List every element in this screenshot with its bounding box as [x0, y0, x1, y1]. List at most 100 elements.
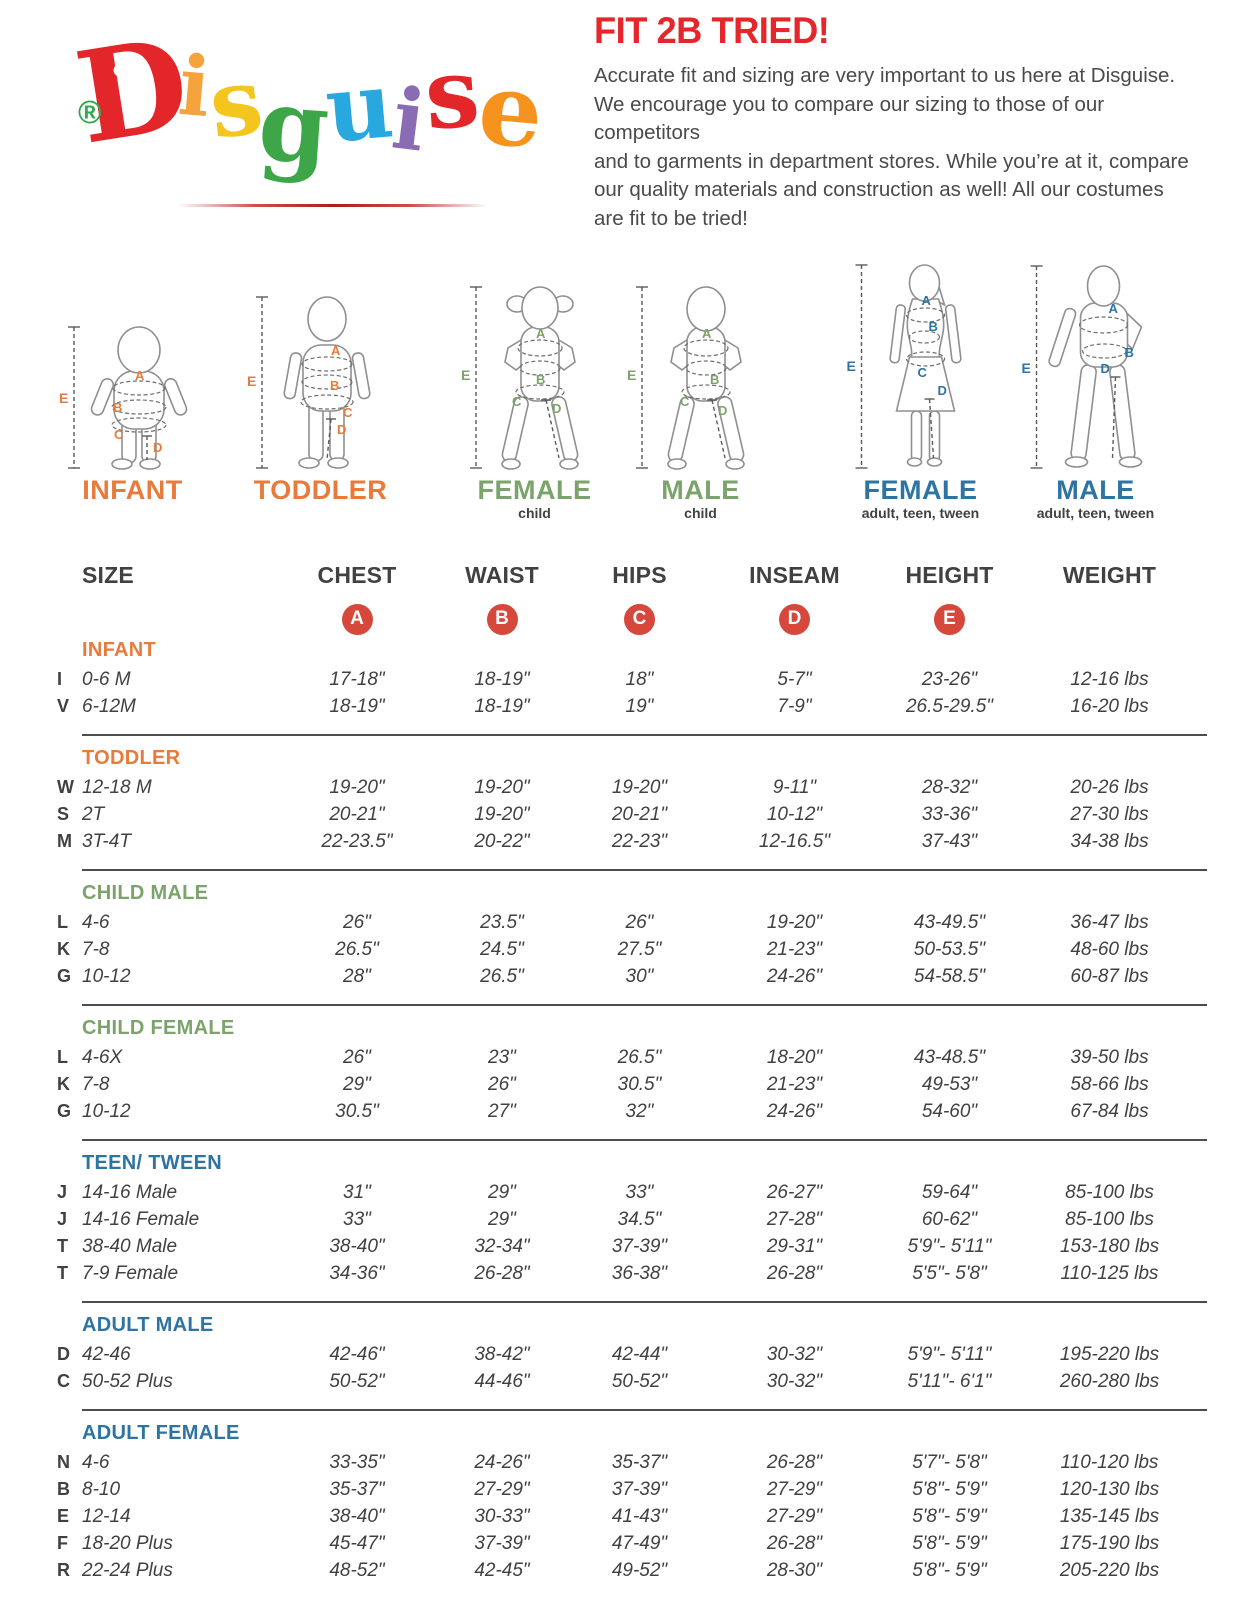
- section-title: ADULT MALE: [82, 1314, 214, 1336]
- size-section: CHILD FEMALE L 4-6X 26" 23" 26.5" 18-20"…: [57, 1004, 1207, 1125]
- col-header-height: HEIGHT: [905, 561, 994, 588]
- section-divider: [82, 734, 1207, 736]
- row-weight: 260-280 lbs: [1059, 1370, 1160, 1392]
- figure-male-child: E A B C D MALE child: [618, 253, 783, 521]
- row-hips: 32": [625, 1100, 654, 1122]
- figure-subcaption: child: [684, 505, 717, 522]
- row-code: N: [57, 1452, 70, 1472]
- logo-letter: D: [67, 9, 199, 173]
- row-size: 0-6 M: [82, 668, 131, 690]
- female-child-figure-illustration: E A B C D: [461, 286, 579, 470]
- row-height: 5'8"- 5'9": [912, 1532, 987, 1554]
- size-row: R 22-24 Plus 48-52" 42-45" 49-52" 28-30"…: [57, 1557, 1207, 1584]
- col-header-weight: WEIGHT: [1062, 561, 1157, 588]
- row-inseam: 18-20": [766, 1046, 823, 1068]
- size-row: E 12-14 38-40" 30-33" 41-43" 27-29" 5'8"…: [57, 1503, 1207, 1530]
- page-title: FIT 2B TRIED!: [594, 10, 830, 51]
- height-label-e: E: [627, 367, 636, 383]
- size-row: B 8-10 35-37" 27-29" 37-39" 27-29" 5'8"-…: [57, 1476, 1207, 1503]
- row-code: G: [57, 1101, 72, 1121]
- waist-label-b: B: [710, 372, 719, 387]
- waist-label-b: B: [113, 400, 122, 415]
- section-title: CHILD FEMALE: [82, 1017, 235, 1039]
- row-chest: 33-35": [329, 1451, 385, 1473]
- row-hips: 26": [625, 911, 654, 933]
- row-height: 50-53.5": [913, 938, 986, 960]
- body-outline: [666, 286, 745, 470]
- row-inseam: 27-29": [766, 1478, 823, 1500]
- size-section: TODDLER W 12-18 M 19-20" 19-20" 19-20" 9…: [57, 734, 1207, 855]
- row-inseam: 26-28": [766, 1451, 823, 1473]
- row-height: 5'9"- 5'11": [907, 1235, 992, 1257]
- row-weight: 195-220 lbs: [1059, 1343, 1160, 1365]
- row-size: 10-12: [82, 965, 131, 987]
- size-row: N 4-6 33-35" 24-26" 35-37" 26-28" 5'7"- …: [57, 1449, 1207, 1476]
- row-chest: 29": [343, 1073, 371, 1095]
- male-child-figure-illustration: E A B C D: [627, 286, 745, 470]
- section-divider: [82, 1409, 1207, 1411]
- row-code: V: [57, 696, 70, 716]
- intro-paragraph: Accurate fit and sizing are very importa…: [594, 62, 1204, 233]
- figure-male-adult: E A B D MALE adult, teen, tween: [1013, 253, 1178, 521]
- row-weight: 48-60 lbs: [1070, 938, 1149, 960]
- row-inseam: 19-20": [766, 911, 823, 933]
- row-chest: 31": [343, 1181, 371, 1203]
- col-header-waist: WAIST: [465, 561, 539, 588]
- size-row: M 3T-4T 22-23.5" 20-22" 22-23" 12-16.5" …: [57, 828, 1207, 855]
- waist-label-b: B: [330, 378, 339, 393]
- row-code: L: [57, 1047, 68, 1067]
- row-size: 4-6: [82, 911, 110, 933]
- row-hips: 47-49": [611, 1532, 668, 1554]
- row-code: C: [57, 1371, 70, 1391]
- row-size: 38-40 Male: [82, 1235, 178, 1257]
- measure-badge: B: [486, 603, 518, 635]
- waist-label-b: B: [536, 372, 545, 387]
- row-inseam: 12-16.5": [758, 830, 831, 852]
- row-code: D: [57, 1344, 70, 1364]
- row-weight: 153-180 lbs: [1059, 1235, 1160, 1257]
- height-label-e: E: [1022, 360, 1031, 376]
- row-inseam: 21-23": [766, 938, 823, 960]
- size-row: C 50-52 Plus 50-52" 44-46" 50-52" 30-32"…: [57, 1368, 1207, 1395]
- row-hips: 50-52": [611, 1370, 668, 1392]
- row-weight: 205-220 lbs: [1059, 1559, 1160, 1581]
- row-size: 7-9 Female: [82, 1262, 179, 1284]
- row-chest: 38-40": [329, 1235, 385, 1257]
- row-size: 14-16 Female: [82, 1208, 200, 1230]
- row-size: 7-8: [82, 938, 110, 960]
- size-row: T 38-40 Male 38-40" 32-34" 37-39" 29-31"…: [57, 1233, 1207, 1260]
- row-height: 26.5-29.5": [905, 695, 994, 717]
- row-inseam: 10-12": [766, 803, 823, 825]
- row-hips: 41-43": [611, 1505, 668, 1527]
- row-height: 23-26": [921, 668, 978, 690]
- row-waist: 37-39": [474, 1532, 530, 1554]
- size-row: K 7-8 29" 26" 30.5" 21-23" 49-53" 58-66 …: [57, 1071, 1207, 1098]
- size-section: ADULT MALE D 42-46 42-46" 38-42" 42-44" …: [57, 1301, 1207, 1395]
- row-chest: 19-20": [329, 776, 385, 798]
- col-header-size: SIZE: [82, 561, 134, 588]
- inseam-label-d: D: [153, 440, 162, 455]
- height-label-e: E: [461, 367, 470, 383]
- row-height: 5'5"- 5'8": [912, 1262, 987, 1284]
- row-weight: 16-20 lbs: [1070, 695, 1149, 717]
- row-height: 5'11"- 6'1": [907, 1370, 992, 1392]
- row-chest: 38-40": [329, 1505, 385, 1527]
- hips-label-c: C: [343, 405, 353, 420]
- row-hips: 30": [625, 965, 654, 987]
- row-size: 50-52 Plus: [82, 1370, 173, 1392]
- row-weight: 58-66 lbs: [1070, 1073, 1149, 1095]
- row-hips: 20-21": [611, 803, 668, 825]
- row-height: 37-43": [921, 830, 978, 852]
- figure-caption: FEMALE: [863, 475, 978, 505]
- row-size: 10-12: [82, 1100, 131, 1122]
- size-row: W 12-18 M 19-20" 19-20" 19-20" 9-11" 28-…: [57, 774, 1207, 801]
- row-weight: 135-145 lbs: [1059, 1505, 1160, 1527]
- height-label-e: E: [247, 373, 256, 389]
- section-title: CHILD MALE: [82, 882, 209, 904]
- col-header-inseam: INSEAM: [749, 561, 840, 588]
- section-title: ADULT FEMALE: [82, 1422, 240, 1444]
- row-chest: 35-37": [329, 1478, 385, 1500]
- col-header-hips: HIPS: [612, 561, 667, 588]
- figure-caption: TODDLER: [253, 475, 388, 505]
- row-code: M: [57, 831, 72, 851]
